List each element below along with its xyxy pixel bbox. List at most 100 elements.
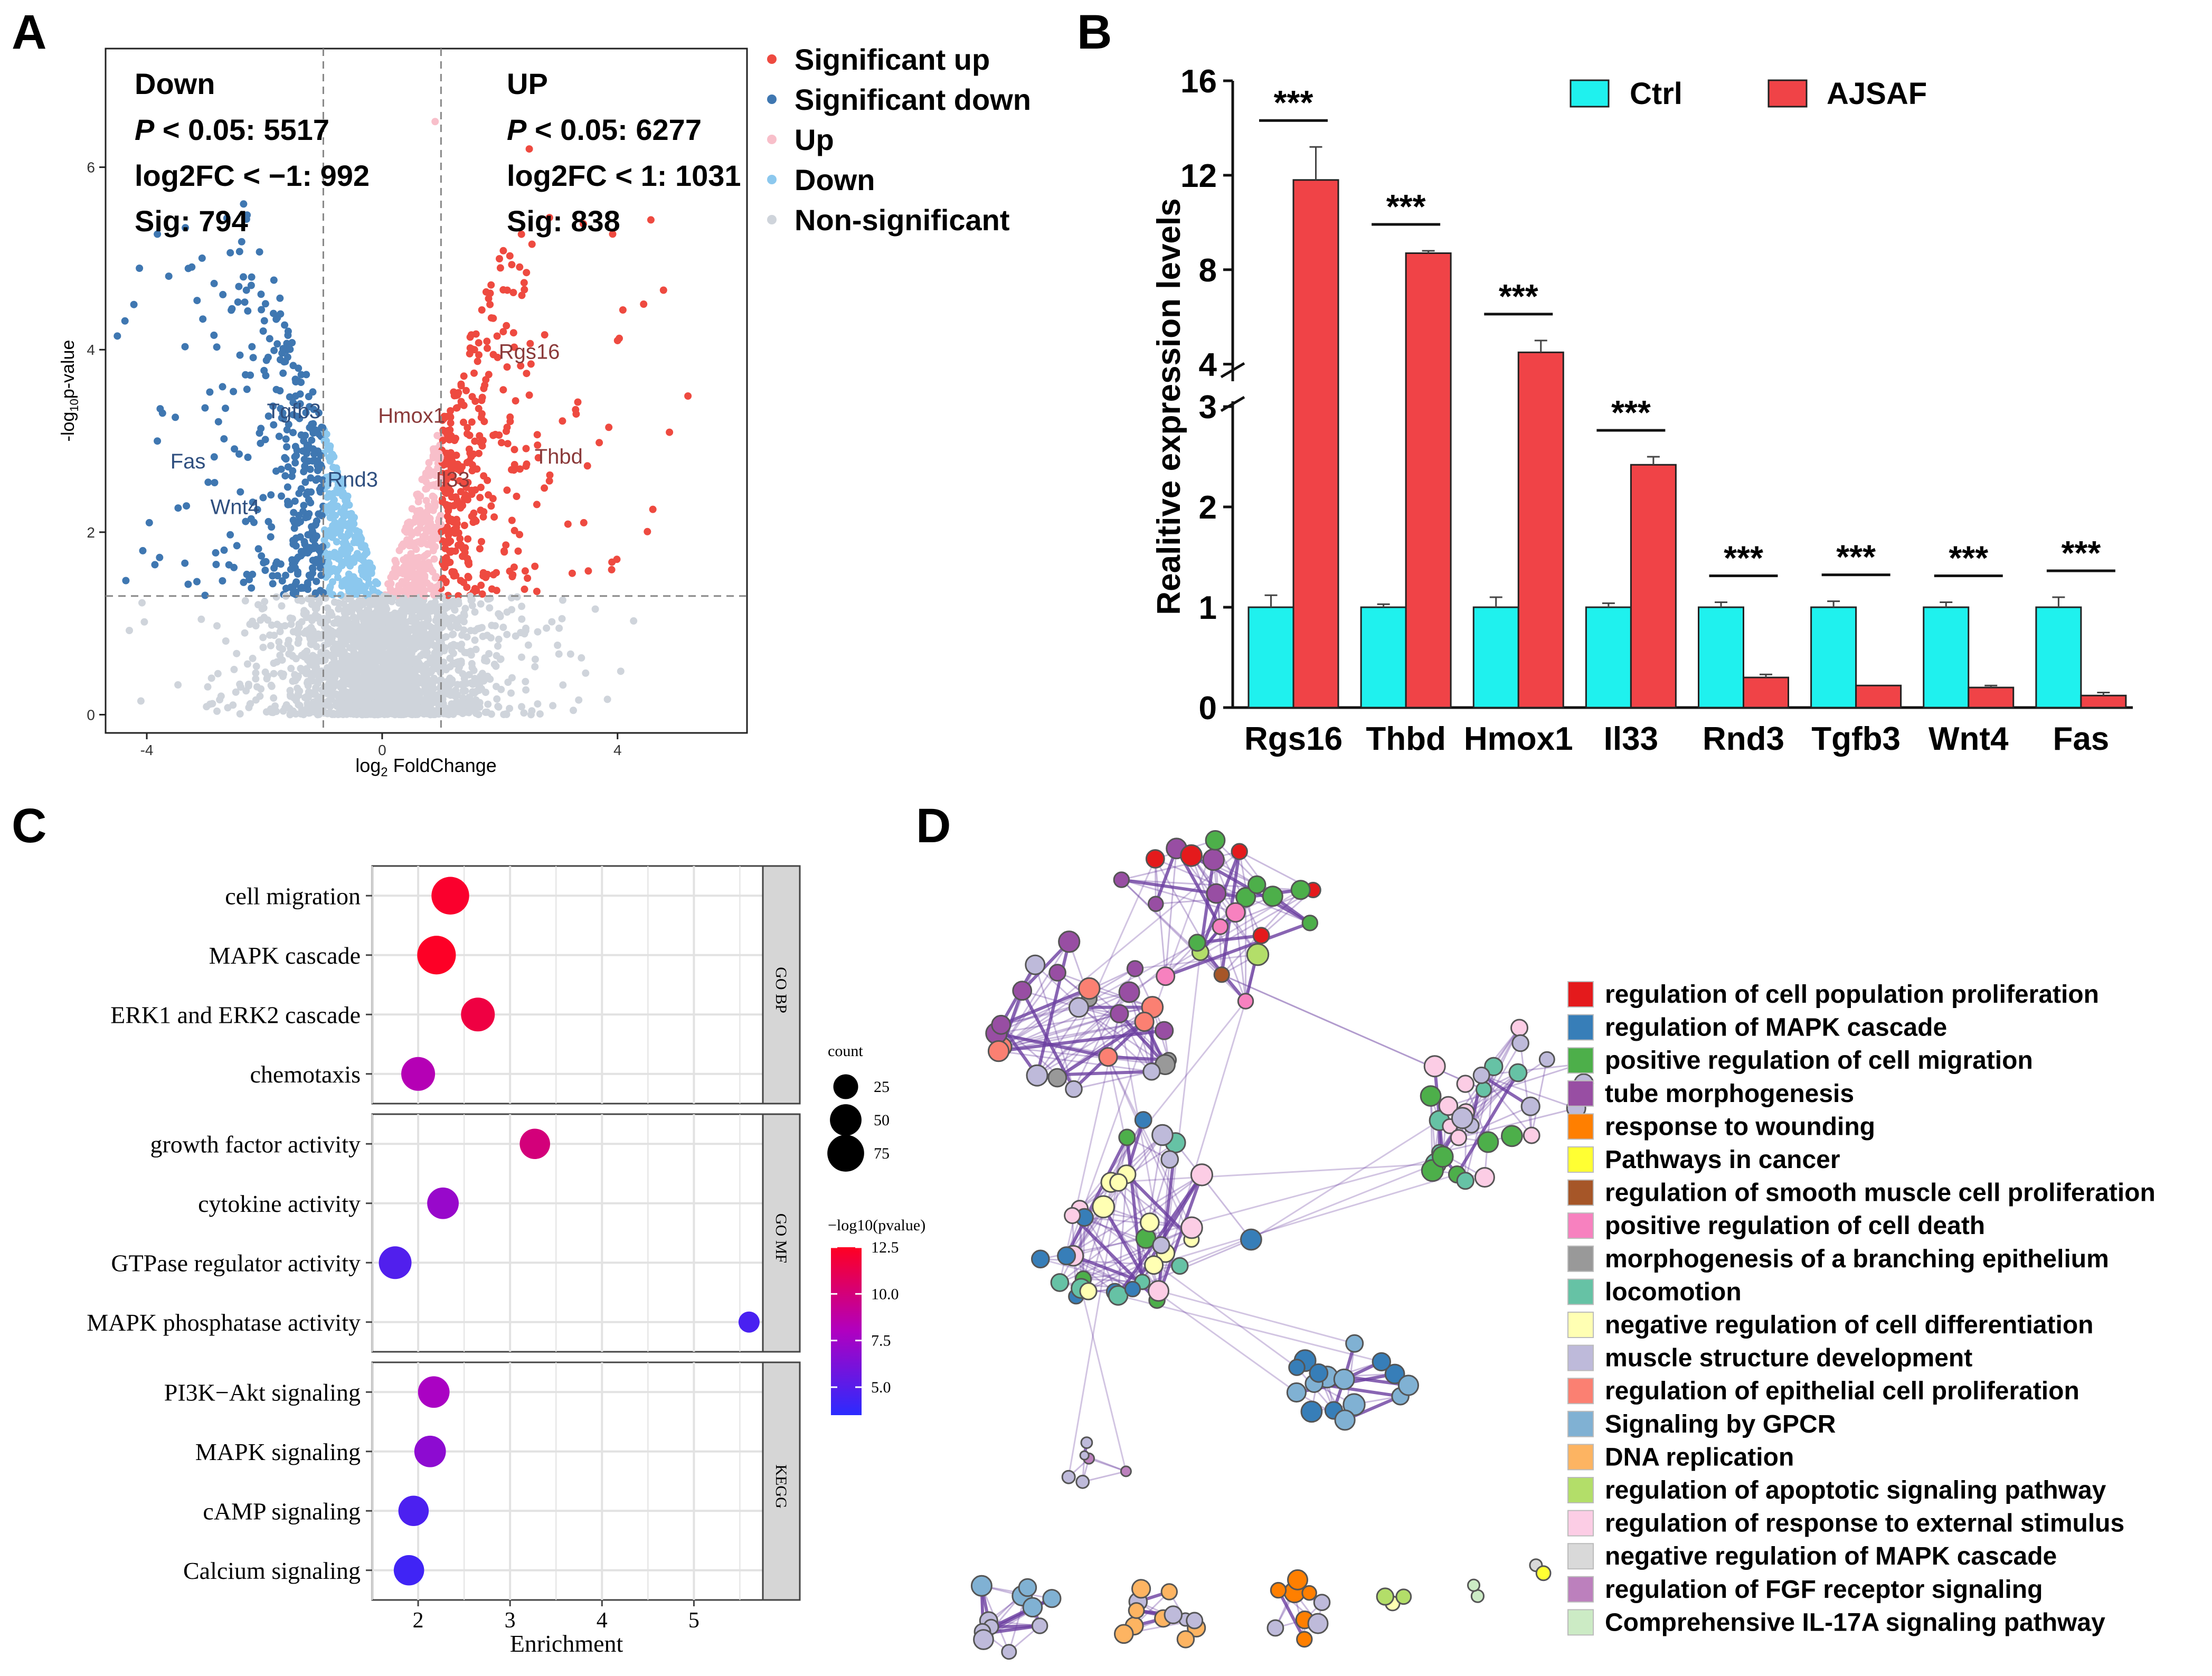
network-edge bbox=[1002, 1013, 1120, 1048]
volcano-point bbox=[464, 423, 471, 431]
network-node bbox=[1395, 1588, 1412, 1605]
volcano-point bbox=[233, 649, 241, 657]
category-label: Rgs16 bbox=[1244, 721, 1343, 757]
network-node bbox=[1270, 1581, 1287, 1599]
bar-ajsaf bbox=[1517, 351, 1564, 709]
volcano-point bbox=[249, 498, 257, 506]
volcano-point bbox=[446, 654, 454, 662]
up-stats-pvalue: P < 0.05: 6277 bbox=[507, 113, 702, 146]
volcano-point bbox=[252, 669, 260, 677]
volcano-point bbox=[478, 306, 486, 314]
volcano-point bbox=[431, 118, 439, 126]
network-node bbox=[1225, 902, 1246, 923]
volcano-point bbox=[463, 459, 471, 466]
volcano-point bbox=[301, 478, 309, 486]
volcano-point bbox=[282, 571, 289, 579]
network-node bbox=[1397, 1374, 1419, 1396]
volcano-point bbox=[354, 690, 362, 698]
axis-break-mark bbox=[1220, 396, 1245, 412]
network-node bbox=[1286, 1382, 1307, 1403]
volcano-point bbox=[341, 652, 349, 660]
network-node bbox=[1301, 915, 1319, 931]
volcano-point bbox=[524, 575, 532, 582]
volcano-point bbox=[392, 615, 399, 623]
volcano-point bbox=[197, 615, 205, 623]
volcano-point bbox=[520, 709, 528, 717]
volcano-point bbox=[659, 286, 667, 294]
legend-label: Non-significant bbox=[795, 203, 1010, 237]
volcano-point bbox=[522, 462, 530, 470]
volcano-point bbox=[395, 547, 403, 554]
volcano-point bbox=[324, 604, 332, 612]
volcano-point bbox=[210, 279, 218, 287]
volcano-point bbox=[506, 252, 514, 260]
bar-ctrl bbox=[1585, 606, 1632, 709]
volcano-point bbox=[608, 566, 616, 573]
volcano-point bbox=[289, 399, 297, 407]
network-node bbox=[1126, 960, 1144, 977]
volcano-point bbox=[376, 644, 384, 652]
gene-label: Il33 bbox=[436, 468, 470, 491]
network-legend-label: regulation of cell population proliferat… bbox=[1605, 981, 2099, 1009]
network-node bbox=[973, 1629, 994, 1650]
network-edge bbox=[996, 1032, 1166, 1066]
legend-label: Up bbox=[795, 123, 834, 156]
volcano-point bbox=[272, 467, 280, 475]
network-edge bbox=[1179, 1163, 1436, 1267]
volcano-point bbox=[289, 536, 297, 544]
volcano-point bbox=[343, 700, 351, 708]
down-p-rest: < 0.05: 5517 bbox=[154, 113, 329, 146]
volcano-point bbox=[138, 599, 146, 607]
volcano-point bbox=[329, 578, 336, 586]
volcano-point bbox=[512, 397, 519, 405]
network-legend-label: regulation of apoptotic signaling pathwa… bbox=[1605, 1476, 2106, 1504]
network-node bbox=[1334, 1409, 1356, 1431]
network-legend: regulation of cell population proliferat… bbox=[1567, 981, 2156, 1636]
volcano-point bbox=[319, 424, 327, 431]
network-node bbox=[1171, 1257, 1189, 1275]
volcano-point bbox=[287, 566, 295, 573]
volcano-point bbox=[483, 337, 491, 345]
network-node bbox=[1372, 1352, 1392, 1372]
volcano-point bbox=[340, 558, 348, 566]
volcano-point bbox=[313, 578, 320, 586]
volcano-point bbox=[555, 624, 563, 632]
volcano-point bbox=[415, 658, 423, 666]
significance-stars: *** bbox=[1386, 187, 1426, 225]
volcano-point bbox=[360, 646, 367, 654]
volcano-point bbox=[231, 445, 239, 453]
volcano-point bbox=[348, 608, 356, 615]
volcano-point bbox=[305, 496, 313, 504]
volcano-point bbox=[495, 635, 503, 643]
volcano-point bbox=[370, 623, 377, 630]
volcano-point bbox=[283, 483, 291, 491]
network-node bbox=[1484, 1057, 1504, 1077]
volcano-point bbox=[172, 413, 179, 421]
volcano-point bbox=[445, 536, 452, 544]
volcano-point bbox=[492, 662, 500, 670]
volcano-point bbox=[549, 702, 557, 710]
volcano-point bbox=[541, 484, 549, 492]
volcano-point bbox=[336, 691, 343, 699]
volcano-point bbox=[268, 708, 276, 716]
network-edge bbox=[1141, 1281, 1297, 1393]
volcano-point bbox=[457, 380, 465, 388]
volcano-point bbox=[475, 339, 483, 347]
y-tick-label: 0 bbox=[87, 707, 95, 723]
volcano-point bbox=[523, 370, 531, 378]
volcano-point bbox=[455, 592, 462, 600]
volcano-point bbox=[156, 405, 164, 413]
term-label: cytokine activity bbox=[198, 1190, 361, 1217]
network-node bbox=[1246, 943, 1270, 966]
volcano-point bbox=[431, 574, 439, 582]
volcano-point bbox=[487, 634, 495, 642]
volcano-point bbox=[467, 651, 475, 659]
volcano-point bbox=[298, 596, 306, 604]
significance-marks: *** *** *** *** *** *** *** *** bbox=[1259, 83, 2115, 577]
volcano-point bbox=[477, 484, 485, 491]
volcano-axis-ticks: -4 0 4 0 2 4 6 bbox=[87, 159, 621, 758]
volcano-point bbox=[465, 560, 473, 568]
volcano-point bbox=[248, 273, 256, 281]
volcano-point bbox=[354, 654, 362, 662]
bar-ctrl bbox=[1360, 606, 1407, 709]
